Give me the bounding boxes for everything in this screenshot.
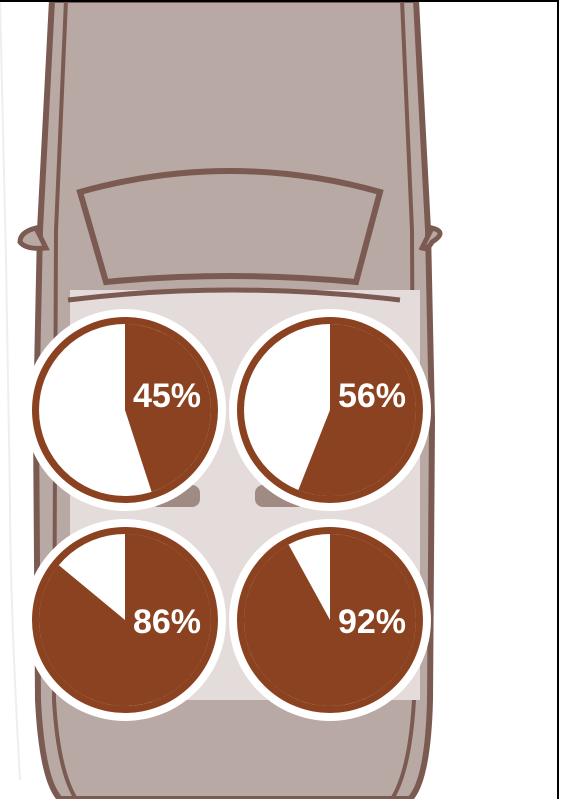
pies: 45% 56% 86% 92% [24,309,431,721]
pie-label: 86% [133,603,201,641]
pie-slice [125,324,211,492]
pie-label: 92% [338,603,406,641]
pie-slice [244,534,416,707]
pie-slice [298,324,416,497]
pie-label: 45% [133,377,201,415]
pie-slice [38,534,211,706]
pie-label: 56% [338,377,406,415]
